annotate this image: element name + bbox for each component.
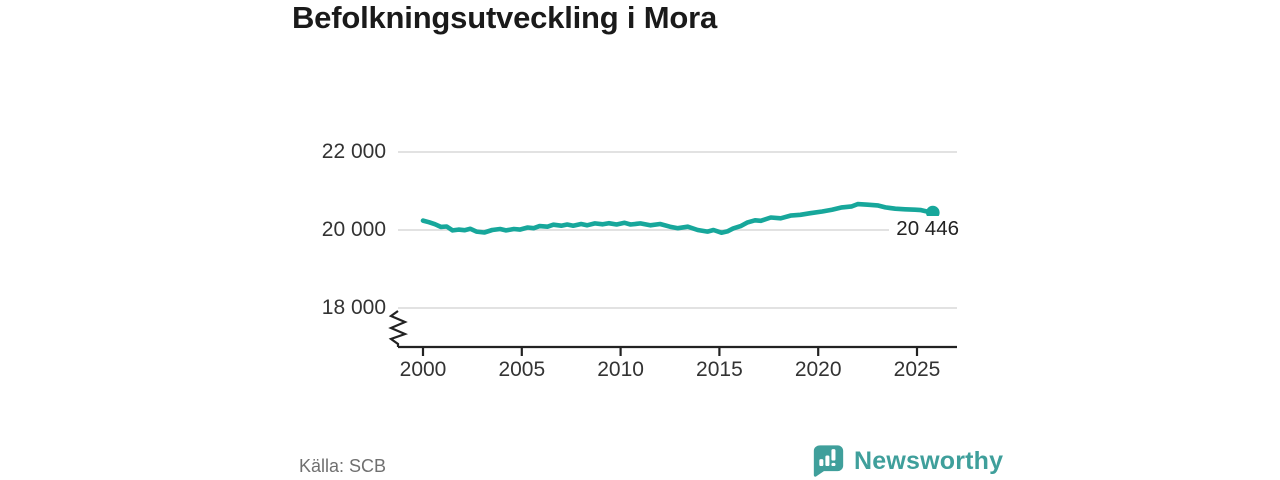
y-tick-label: 18 000 bbox=[321, 296, 386, 319]
newsworthy-icon bbox=[813, 445, 844, 477]
x-tick-label: 2005 bbox=[498, 358, 546, 381]
source-note: Källa: SCB bbox=[299, 456, 387, 476]
y-tick-label: 20 000 bbox=[321, 218, 386, 241]
chart-title: Befolkningsutveckling i Mora bbox=[292, 0, 718, 35]
axis-break-icon bbox=[388, 310, 409, 347]
x-tick-label: 2015 bbox=[696, 358, 743, 381]
newsworthy-wordmark: Newsworthy bbox=[854, 446, 1004, 475]
newsworthy-logo: Newsworthy bbox=[812, 443, 1003, 479]
population-line bbox=[420, 201, 936, 235]
latest-value-label: 20 446 bbox=[889, 216, 959, 242]
y-tick-label: 22 000 bbox=[321, 140, 386, 163]
x-tick-label: 2000 bbox=[399, 358, 447, 381]
x-tick-label: 2020 bbox=[794, 358, 842, 381]
x-tick-label: 2025 bbox=[893, 358, 941, 381]
population-line-series bbox=[420, 201, 940, 235]
x-axis bbox=[398, 345, 957, 356]
x-tick-label: 2010 bbox=[597, 358, 644, 381]
